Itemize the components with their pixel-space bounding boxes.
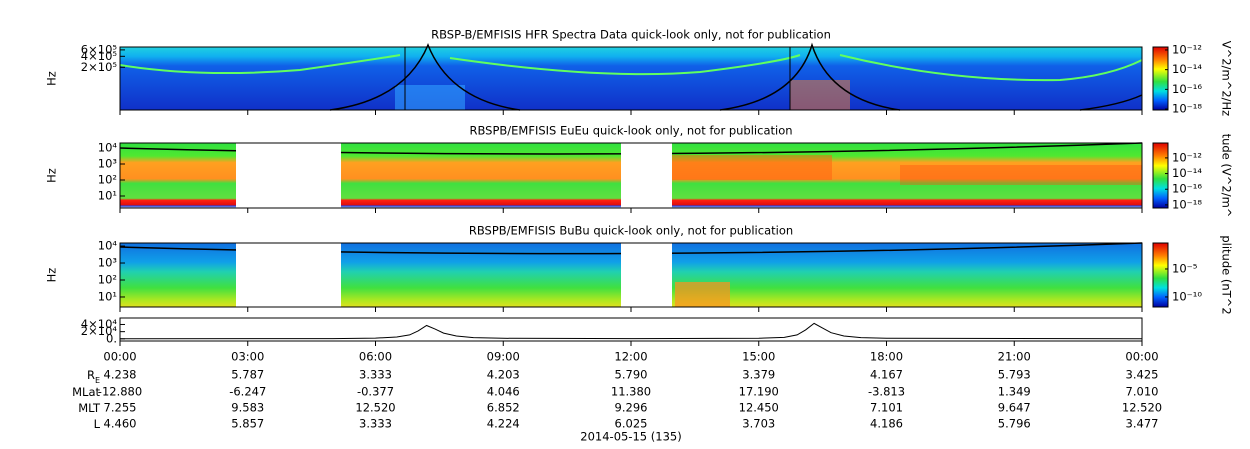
y-tick-label: 2×10⁴ [81, 324, 118, 338]
ephemeris-label: L [94, 417, 101, 431]
colorbar-tick-label: 10⁻¹⁸ [1172, 102, 1202, 116]
y-tick-label: 2×10⁵ [81, 60, 118, 74]
ephemeris-value: -0.377 [357, 385, 394, 399]
ephemeris-value: 9.296 [615, 401, 648, 415]
colorbar-tick-label: 10⁻¹⁶ [1172, 182, 1202, 196]
colorbar-label: tude (V^2/m^ [1220, 134, 1234, 218]
ephemeris-value: 4.203 [487, 368, 520, 382]
ephemeris-label-text: L [94, 417, 101, 431]
x-tick-label: 15:00 [742, 350, 775, 364]
ephemeris-value: 3.333 [359, 368, 392, 382]
ephemeris-value: 9.583 [231, 401, 264, 415]
ephemeris-value: 3.703 [742, 417, 775, 431]
y-tick-label: 10⁴ [98, 140, 118, 154]
x-tick-label: 09:00 [487, 350, 520, 364]
ephemeris-label: MLat [72, 385, 100, 399]
x-tick-label: 21:00 [998, 350, 1031, 364]
colorbar-frame [1152, 142, 1169, 209]
panel-frame [119, 317, 1143, 342]
date-label: 2014-05-15 (135) [580, 430, 681, 444]
colorbar-tick-label: 10⁻¹⁴ [1172, 62, 1202, 76]
colorbar-frame [1152, 242, 1169, 308]
ephemeris-label: RE [87, 368, 100, 385]
y-axis-label: Hz [45, 71, 59, 86]
y-tick-label: 10³ [98, 156, 118, 170]
panel-title: RBSPB/EMFISIS BuBu quick-look only, not … [469, 224, 793, 238]
ephemeris-label-text: MLT [78, 401, 101, 415]
ephemeris-value: 12.520 [355, 401, 395, 415]
ephemeris-value: 7.255 [104, 401, 137, 415]
colorbar-tick-label: 10⁻¹² [1172, 42, 1202, 56]
ephemeris-value: 5.796 [998, 417, 1031, 431]
colorbar-tick-label: 10⁻⁵ [1172, 261, 1198, 275]
x-tick-label: 00:00 [103, 350, 136, 364]
x-tick-label: 06:00 [359, 350, 392, 364]
panel-title: RBSP-B/EMFISIS HFR Spectra Data quick-lo… [431, 28, 831, 42]
panel-title: RBSPB/EMFISIS EuEu quick-look only, not … [469, 124, 792, 138]
y-tick-label: 0. [106, 331, 117, 345]
y-tick-label: 4×10⁵ [81, 49, 118, 63]
colorbar-tick-label: 10⁻¹⁴ [1172, 166, 1202, 180]
ephemeris-label-sub: E [95, 376, 100, 385]
y-tick-label: 10¹ [98, 189, 117, 203]
ephemeris-value: 5.787 [231, 368, 264, 382]
colorbar-tick-label: 10⁻¹⁰ [1172, 289, 1202, 303]
y-tick-label: 4×10⁴ [81, 317, 118, 331]
ephemeris-value: 5.793 [998, 368, 1031, 382]
colorbar-frame [1152, 46, 1169, 111]
ephemeris-value: 7.010 [1126, 385, 1159, 399]
ephemeris-value: 1.349 [998, 385, 1031, 399]
ephemeris-value: 4.238 [104, 368, 137, 382]
x-tick-label: 03:00 [231, 350, 264, 364]
colorbar-label: V^2/m^2/Hz [1220, 41, 1234, 116]
ephemeris-value: 3.477 [1126, 417, 1159, 431]
ephemeris-value: 6.852 [487, 401, 520, 415]
y-tick-label: 10³ [98, 256, 118, 270]
y-axis-label: Hz [45, 168, 59, 183]
colorbar-tick-label: 10⁻¹⁸ [1172, 197, 1202, 211]
ephemeris-value: 17.190 [739, 385, 779, 399]
ephemeris-value: 5.790 [615, 368, 648, 382]
ephemeris-label: MLT [78, 401, 101, 415]
colorbar-tick-label: 10⁻¹² [1172, 150, 1202, 164]
ephemeris-value: 4.046 [487, 385, 520, 399]
x-tick-label: 12:00 [614, 350, 647, 364]
ephemeris-value: 3.425 [1126, 368, 1159, 382]
ephemeris-value: -12.880 [98, 385, 142, 399]
line-series [119, 322, 1143, 340]
y-tick-label: 10² [98, 172, 117, 186]
ephemeris-value: 6.025 [615, 417, 648, 431]
ephemeris-label-text: MLat [72, 385, 100, 399]
ephemeris-value: -6.247 [229, 385, 266, 399]
ephemeris-value: 7.101 [870, 401, 903, 415]
x-tick-label: 00:00 [1125, 350, 1158, 364]
ephemeris-value: 4.186 [870, 417, 903, 431]
ephemeris-label-text: R [87, 368, 95, 382]
y-tick-label: 10¹ [98, 289, 117, 303]
ephemeris-value: 11.380 [611, 385, 651, 399]
ephemeris-value: 12.520 [1122, 401, 1162, 415]
ephemeris-value: 4.460 [104, 417, 137, 431]
ephemeris-value: 3.379 [742, 368, 775, 382]
x-tick-label: 18:00 [870, 350, 903, 364]
colorbar-tick-label: 10⁻¹⁶ [1172, 82, 1202, 96]
y-axis-label: Hz [45, 268, 59, 283]
ephemeris-value: 3.333 [359, 417, 392, 431]
ephemeris-value: 9.647 [998, 401, 1031, 415]
colorbar-label: plitude (nT^2 [1220, 235, 1234, 314]
ephemeris-value: -3.813 [868, 385, 905, 399]
y-tick-label: 10⁴ [98, 239, 118, 253]
y-tick-label: 6×10⁵ [81, 42, 118, 56]
y-tick-label: 10² [98, 272, 117, 286]
spectrogram-image [119, 42, 1168, 307]
ephemeris-value: 5.857 [231, 417, 264, 431]
ephemeris-value: 12.450 [739, 401, 779, 415]
ephemeris-value: 4.167 [870, 368, 903, 382]
ephemeris-value: 4.224 [487, 417, 520, 431]
